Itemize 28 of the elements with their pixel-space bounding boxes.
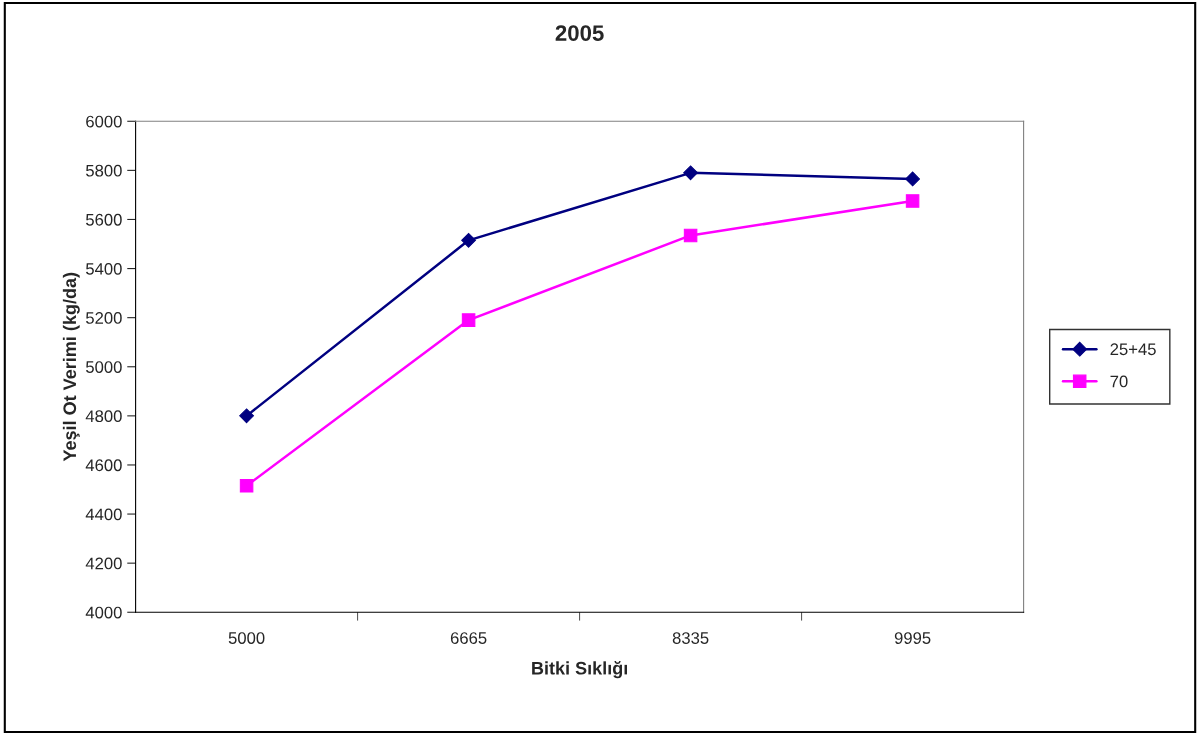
y-tick-label: 4400 bbox=[85, 508, 122, 521]
legend-label: 70 bbox=[1110, 375, 1128, 388]
x-tick-label: 6665 bbox=[450, 632, 487, 644]
y-tick-label: 4800 bbox=[85, 410, 122, 423]
point bbox=[461, 313, 476, 327]
x-axis-title: Bitki Sıklığı bbox=[532, 661, 627, 679]
point bbox=[683, 228, 698, 243]
y-tick-label: 5600 bbox=[86, 213, 122, 226]
point bbox=[461, 232, 476, 248]
y-tick-label: 4600 bbox=[85, 459, 122, 472]
y-tick-label: 4000 bbox=[85, 606, 122, 619]
y-axis-title: Yeşil Ot Verimi (kg/da) bbox=[62, 272, 80, 462]
x-tick-label: 9995 bbox=[894, 632, 931, 644]
legend-label: 25+45 bbox=[1110, 343, 1156, 356]
y-tick-label: 5000 bbox=[86, 361, 122, 373]
x-tick-label: 8335 bbox=[672, 632, 709, 644]
point bbox=[905, 194, 920, 208]
y-tick-label: 6000 bbox=[86, 115, 122, 128]
y-tick-label: 5800 bbox=[86, 164, 122, 177]
y-tick-label: 4200 bbox=[85, 557, 122, 570]
y-tick-label: 5400 bbox=[86, 262, 122, 275]
point bbox=[239, 479, 254, 493]
point bbox=[239, 408, 254, 424]
x-tick-label: 5000 bbox=[228, 632, 265, 644]
point bbox=[905, 171, 920, 187]
chart-title: 2005 bbox=[555, 25, 604, 41]
y-tick-label: 5200 bbox=[86, 312, 122, 324]
point bbox=[683, 165, 698, 181]
